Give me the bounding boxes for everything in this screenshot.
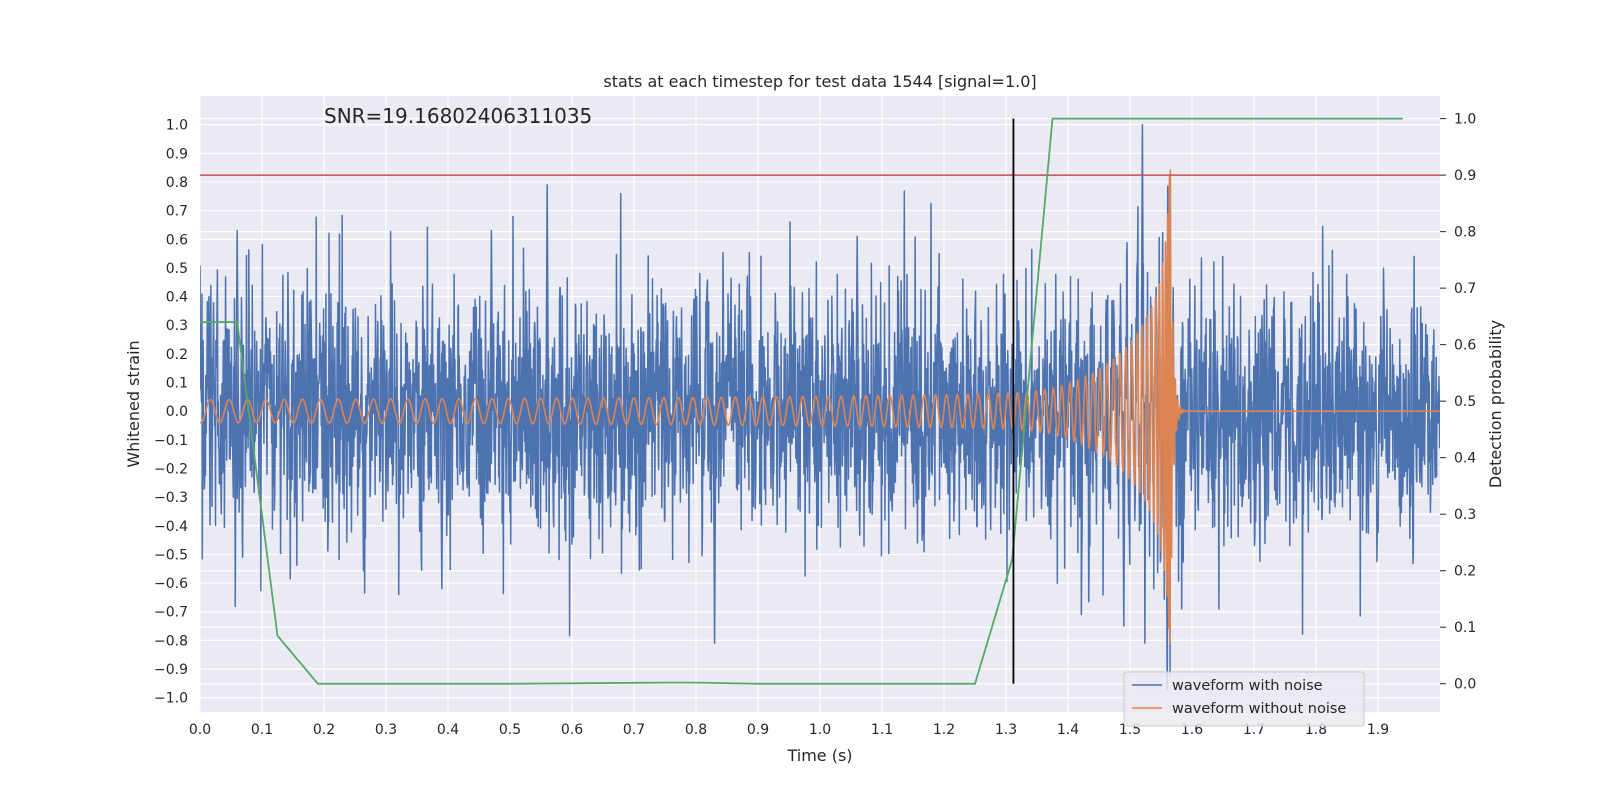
- y2-tick-label: 0.6: [1454, 338, 1476, 354]
- x-tick-label: 1.1: [871, 722, 893, 738]
- y2-tick-label: 1.0: [1454, 112, 1476, 128]
- y-tick-label: −0.8: [154, 633, 188, 649]
- y-tick-label: −0.3: [154, 490, 188, 506]
- x-tick-label: 0.7: [623, 722, 645, 738]
- y-tick-label: −0.9: [154, 662, 188, 678]
- y-axis-label: Whitened strain: [124, 340, 143, 467]
- y2-tick-label: 0.7: [1454, 281, 1476, 297]
- x-tick-label: 0.8: [685, 722, 707, 738]
- y-tick-label: −0.2: [154, 461, 188, 477]
- x-tick-label: 0.1: [251, 722, 273, 738]
- y2-tick-labels: 1.0 0.9 0.8 0.7 0.6 0.5 0.4 0.3 0.2 0.1 0.0: [1440, 112, 1476, 693]
- x-tick-label: 0.4: [437, 722, 459, 738]
- y2-tick-label: 0.4: [1454, 451, 1476, 467]
- y-tick-label: −0.6: [154, 576, 188, 592]
- x-tick-label: 1.9: [1367, 722, 1389, 738]
- y2-tick-label: 0.0: [1454, 677, 1476, 693]
- y-tick-label: 0.5: [166, 261, 188, 277]
- series-layer: [200, 117, 1440, 690]
- series-detection-probability: [200, 117, 1403, 685]
- y-tick-label: −0.4: [154, 519, 188, 535]
- y-tick-label: 0.9: [166, 146, 188, 162]
- x-tick-label: 1.0: [809, 722, 831, 738]
- legend: waveform with noise waveform without noi…: [1123, 671, 1365, 727]
- x-tick-label: 1.2: [933, 722, 955, 738]
- y-tick-label: −1.0: [154, 691, 188, 707]
- y-tick-label: 1.0: [166, 118, 188, 134]
- y-tick-label: 0.3: [166, 318, 188, 334]
- y-tick-label: 0.7: [166, 204, 188, 220]
- y2-tick-label: 0.1: [1454, 620, 1476, 636]
- y2-tick-label: 0.5: [1454, 394, 1476, 410]
- x-tick-label: 0.3: [375, 722, 397, 738]
- y-tick-label: −0.7: [154, 605, 188, 621]
- y-tick-label: 0.8: [166, 175, 188, 191]
- x-axis-label: Time (s): [786, 746, 852, 765]
- legend-label-noise: waveform with noise: [1172, 678, 1323, 694]
- y-tick-label: −0.5: [154, 547, 188, 563]
- chart-title: stats at each timestep for test data 154…: [603, 72, 1036, 91]
- legend-box: [1123, 671, 1365, 727]
- x-tick-label: 0.2: [313, 722, 335, 738]
- y-tick-label: 0.0: [166, 404, 188, 420]
- y-tick-label: −0.1: [154, 433, 188, 449]
- y2-tick-label: 0.8: [1454, 225, 1476, 241]
- y-tick-labels: 1.0 0.9 0.8 0.7 0.6 0.5 0.4 0.3 0.2 0.1 0.0 −0.1 −0.…: [154, 118, 188, 707]
- series-waveform-without-noise: [200, 169, 1440, 645]
- legend-label-clean: waveform without noise: [1172, 701, 1346, 717]
- x-tick-label: 0.9: [747, 722, 769, 738]
- y-tick-label: 0.6: [166, 232, 188, 248]
- y-tick-label: 0.2: [166, 347, 188, 363]
- x-tick-label: 0.5: [499, 722, 521, 738]
- y-tick-label: 0.1: [166, 376, 188, 392]
- y2-tick-label: 0.3: [1454, 507, 1476, 523]
- x-tick-labels: 0.0 0.1 0.2 0.3 0.4 0.5 0.6 0.7 0.8 0.9 1.0 1.1 1.2 1…: [189, 722, 1389, 738]
- x-tick-label: 1.3: [995, 722, 1017, 738]
- y2-axis-label: Detection probability: [1486, 320, 1505, 488]
- snr-annotation: SNR=19.16802406311035: [324, 104, 592, 128]
- x-tick-label: 1.4: [1057, 722, 1079, 738]
- y2-tick-label: 0.9: [1454, 168, 1476, 184]
- x-tick-label: 0.6: [561, 722, 583, 738]
- y2-tick-label: 0.2: [1454, 564, 1476, 580]
- x-tick-label: 0.0: [189, 722, 211, 738]
- y-tick-label: 0.4: [166, 290, 188, 306]
